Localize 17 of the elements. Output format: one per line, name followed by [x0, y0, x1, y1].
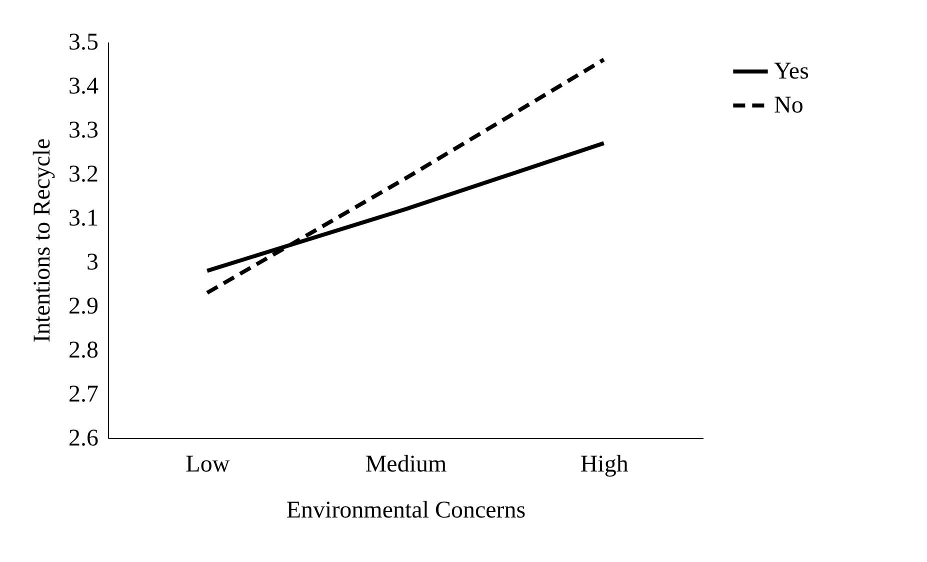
y-tick-label: 2.8 — [68, 338, 98, 364]
y-tick-label: 3.3 — [68, 118, 98, 144]
legend-label: No — [774, 92, 804, 118]
y-axis-title: Intentions to Recycle — [30, 138, 56, 342]
y-tick-label: 2.6 — [68, 426, 98, 452]
y-tick-label: 3.2 — [68, 162, 98, 188]
x-axis-title: Environmental Concerns — [286, 498, 526, 524]
x-tick-label: Low — [186, 452, 230, 478]
y-tick-label: 3.1 — [68, 206, 98, 232]
y-tick-label: 3 — [86, 250, 98, 276]
y-tick-label: 3.4 — [68, 74, 98, 100]
y-tick-label: 2.7 — [68, 382, 98, 408]
x-tick-label: High — [580, 452, 628, 478]
y-tick-label: 2.9 — [68, 294, 98, 320]
y-tick-label: 3.5 — [68, 30, 98, 56]
x-tick-label: Medium — [365, 452, 447, 478]
legend-label: Yes — [774, 58, 809, 84]
